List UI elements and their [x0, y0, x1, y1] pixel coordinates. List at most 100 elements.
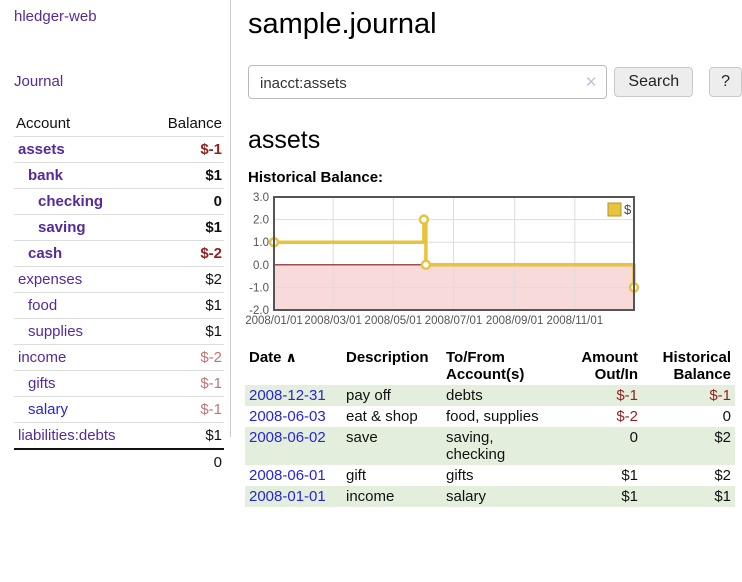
help-button[interactable]: ?: [709, 67, 742, 97]
account-balance: $-1: [200, 401, 222, 418]
transaction-date-link[interactable]: 2008-06-03: [249, 408, 326, 425]
legend-swatch: [607, 202, 622, 217]
account-balance: $1: [205, 219, 222, 236]
account-balance: $-1: [200, 375, 222, 392]
column-date[interactable]: Date ∧: [249, 349, 297, 366]
account-balance: $2: [205, 271, 222, 288]
accounts-table-body: assets $-1 bank $1 checking 0 saving $1 cash $-2 e…: [14, 136, 224, 476]
y-tick-label: 2.0: [253, 215, 269, 227]
date-cell: 2008-06-03: [245, 406, 342, 427]
search-input[interactable]: [258, 67, 592, 99]
balance-cell: $2: [714, 429, 731, 446]
account-name-cell: supplies: [14, 319, 148, 345]
account-balance: 0: [213, 193, 222, 210]
accounts-cell: salary: [446, 488, 487, 505]
transaction-date-link[interactable]: 2008-06-02: [249, 429, 326, 446]
account-link[interactable]: checking: [38, 193, 104, 210]
account-link[interactable]: supplies: [28, 323, 84, 340]
amount-cell: $1: [621, 467, 638, 484]
account-name-cell: cash: [14, 241, 148, 267]
account-row: bank $1: [14, 162, 224, 189]
account-row: gifts $-1: [14, 370, 224, 397]
amount-cell: 0: [629, 429, 638, 446]
y-tick-label: -1.0: [249, 282, 269, 294]
app-brand-link[interactable]: hledger-web: [14, 8, 97, 25]
accounts-header-row: Account Balance: [14, 111, 224, 137]
account-balance: $1: [205, 167, 222, 184]
search-form: ✕ Search ?: [248, 65, 742, 99]
account-balance: $-1: [200, 141, 222, 158]
amount-cell: $-1: [616, 387, 638, 404]
register-row: 2008-12-31 pay off debts $-1 $-1: [245, 385, 735, 406]
account-link[interactable]: bank: [28, 167, 64, 184]
register-header-row: Date ∧ Description To/From Account(s) Amo…: [245, 347, 735, 385]
accounts-total-value: 0: [213, 454, 222, 471]
register-row: 2008-06-01 gift gifts $1 $2: [245, 465, 735, 486]
account-name-cell: income: [14, 345, 148, 371]
account-name-cell: liabilities:debts: [14, 423, 148, 450]
account-row: income $-2: [14, 344, 224, 371]
y-tick-label: 0.0: [253, 260, 269, 272]
account-link[interactable]: expenses: [18, 271, 83, 288]
account-heading: assets: [248, 126, 321, 154]
account-row: expenses $2: [14, 266, 224, 293]
account-link[interactable]: salary: [28, 401, 69, 418]
y-tick-label: -2.0: [249, 305, 269, 317]
search-button[interactable]: Search: [614, 67, 694, 97]
plot-border: [273, 196, 635, 311]
description-cell: eat & shop: [346, 408, 418, 425]
x-tick-label: 2008/05/01: [365, 315, 423, 327]
sort-ascending-icon: ∧: [285, 349, 297, 365]
accounts-cell: gifts: [446, 467, 474, 484]
sidebar-item-journal[interactable]: Journal: [14, 73, 64, 90]
account-balance: $-2: [200, 245, 222, 262]
transaction-date-link[interactable]: 2008-12-31: [249, 387, 326, 404]
column-accounts[interactable]: To/From Account(s): [446, 349, 525, 383]
register-table: Date ∧ Description To/From Account(s) Amo…: [245, 347, 735, 507]
balance-cell: $1: [714, 488, 731, 505]
account-link[interactable]: saving: [38, 219, 86, 236]
account-row: supplies $1: [14, 318, 224, 345]
x-tick-label: 2008/01/01: [245, 315, 303, 327]
account-link[interactable]: income: [18, 349, 67, 366]
account-row: liabilities:debts $1: [14, 422, 224, 450]
clear-search-icon[interactable]: ✕: [584, 74, 598, 91]
account-balance: $1: [205, 297, 222, 314]
account-row: assets $-1: [14, 136, 224, 163]
data-point-marker[interactable]: [420, 259, 432, 271]
transaction-date-link[interactable]: 2008-01-01: [249, 488, 326, 505]
y-tick-label: 1.0: [253, 237, 269, 249]
account-name-cell: bank: [14, 163, 148, 189]
date-cell: 2008-06-01: [245, 465, 342, 486]
balance-cell: $2: [714, 467, 731, 484]
column-amount[interactable]: Amount Out/In: [581, 349, 638, 383]
account-row: food $1: [14, 292, 224, 319]
account-balance: $-2: [200, 349, 222, 366]
balance-cell: $-1: [709, 387, 731, 404]
accounts-cell: food, supplies: [446, 408, 539, 425]
register-row: 2008-06-03 eat & shop food, supplies $-2 0: [245, 406, 735, 427]
x-tick-label: 2008/03/01: [304, 315, 362, 327]
column-balance[interactable]: Historical Balance: [662, 349, 731, 383]
legend-label: $: [624, 202, 632, 217]
description-cell: gift: [346, 467, 367, 484]
transaction-date-link[interactable]: 2008-06-01: [249, 467, 326, 484]
account-link[interactable]: liabilities:debts: [18, 427, 116, 444]
account-link[interactable]: gifts: [28, 375, 56, 392]
account-row: checking 0: [14, 188, 224, 215]
account-link[interactable]: assets: [18, 141, 65, 158]
account-link[interactable]: cash: [28, 245, 63, 262]
account-link[interactable]: food: [28, 297, 58, 314]
description-cell: pay off: [346, 387, 391, 404]
account-balance: $1: [205, 323, 222, 340]
column-description[interactable]: Description: [346, 349, 429, 366]
account-row: cash $-2: [14, 240, 224, 267]
amount-cell: $1: [621, 488, 638, 505]
date-cell: 2008-01-01: [245, 486, 342, 507]
accounts-header-account: Account: [16, 115, 71, 132]
register-row: 2008-06-02 save saving, checking 0 $2: [245, 427, 735, 465]
amount-cell: $-2: [616, 408, 638, 425]
account-name-cell: saving: [14, 215, 148, 241]
data-point-marker[interactable]: [418, 214, 430, 225]
